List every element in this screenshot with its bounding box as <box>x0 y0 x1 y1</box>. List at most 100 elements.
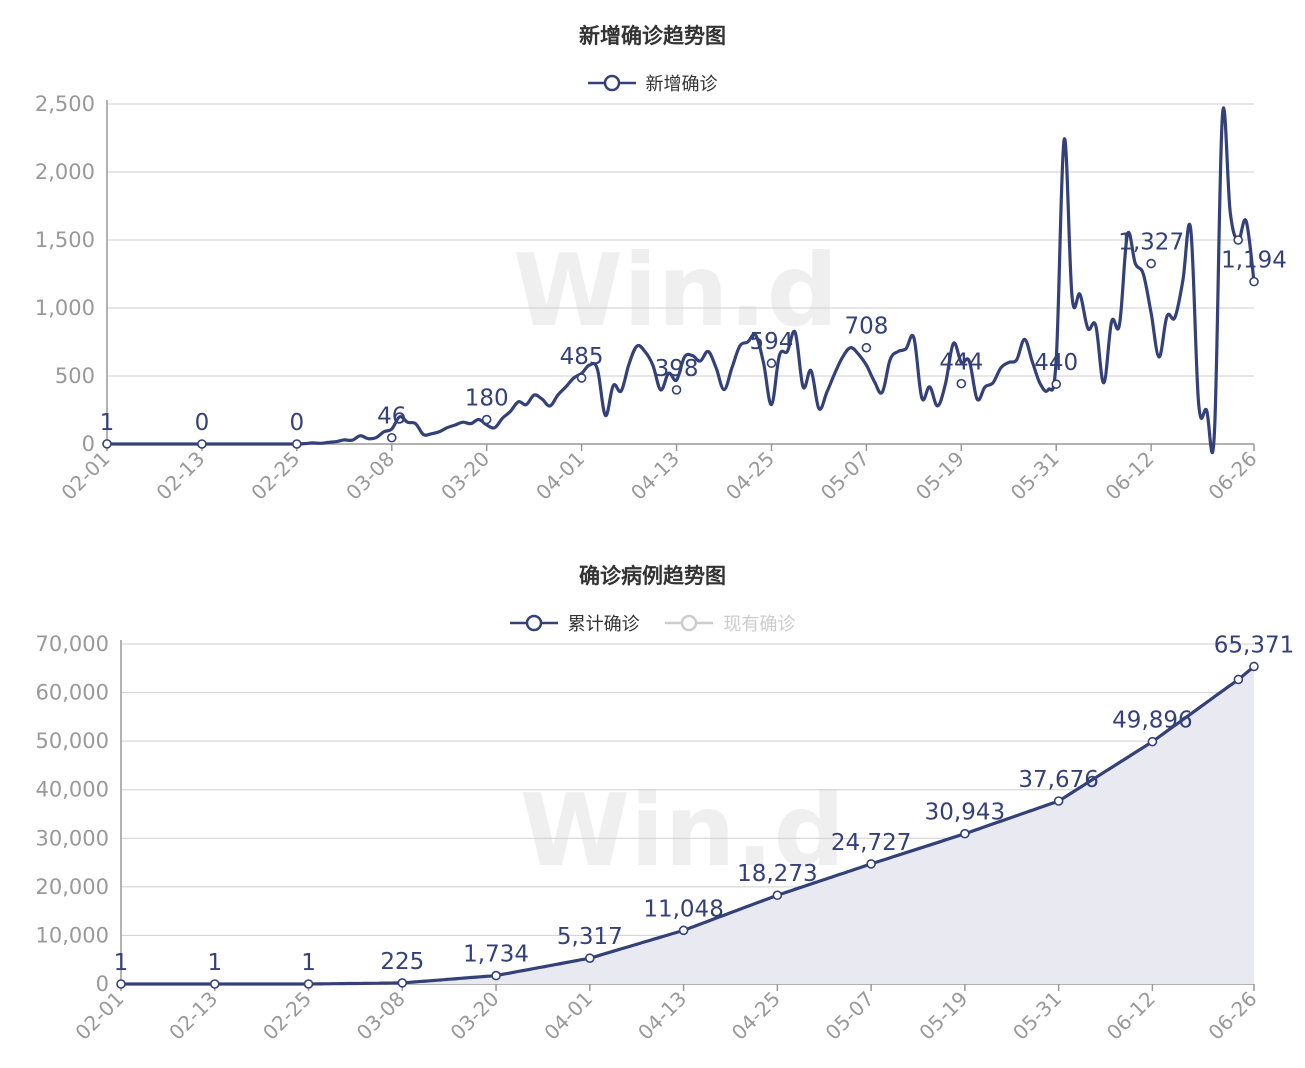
data-point <box>397 978 408 988</box>
y-tick-label: 0 <box>96 972 109 996</box>
data-point <box>678 925 689 936</box>
legend-item-new-cases[interactable]: 新增确诊 <box>587 70 718 96</box>
legend-line-circle-icon <box>509 614 558 632</box>
x-tick-label: 03-08 <box>352 987 410 1045</box>
x-tick-label: 02-25 <box>246 447 304 505</box>
legend-item-cumulative[interactable]: 累计确诊 <box>509 610 640 636</box>
chart-title: 确诊病例趋势图 <box>579 564 726 588</box>
data-label: 18,273 <box>737 861 817 887</box>
y-tick-label: 2,500 <box>35 92 95 116</box>
data-point <box>1233 235 1243 245</box>
watermark: Win.d <box>513 232 838 349</box>
x-tick-label: 04-01 <box>531 447 589 505</box>
data-point <box>1146 258 1156 269</box>
data-label: 0 <box>195 410 210 436</box>
x-tick-label: 04-25 <box>721 447 779 505</box>
data-point <box>772 890 783 901</box>
legend-line-circle-icon <box>587 74 636 92</box>
data-point <box>386 432 397 443</box>
data-label: 49,896 <box>1112 708 1192 734</box>
new-cases-chart: 新增确诊趋势图 新增确诊 Win.d 0 500 1,000 1,500 2,000 2,5… <box>0 24 1305 505</box>
data-point <box>585 953 595 963</box>
data-point <box>576 373 587 383</box>
data-point <box>1147 736 1158 747</box>
data-label: 1 <box>207 950 222 976</box>
data-point <box>303 979 314 989</box>
data-label: 46 <box>377 404 406 430</box>
x-tick-label: 05-31 <box>1008 987 1066 1045</box>
series-area <box>121 666 1254 984</box>
legend-item-current[interactable]: 现有确诊 <box>665 610 795 636</box>
legend-label: 累计确诊 <box>567 614 640 635</box>
data-label: 225 <box>380 949 424 975</box>
data-point <box>766 358 777 369</box>
data-point <box>1249 661 1259 672</box>
data-point <box>209 979 220 989</box>
x-tick-label: 05-19 <box>911 447 969 505</box>
legend-label: 现有确诊 <box>723 614 796 635</box>
plot-area: Win.d 0 10,000 20,000 30,000 40,000 50,000 60,0… <box>36 632 1295 1045</box>
data-label: 398 <box>655 356 699 382</box>
data-point <box>866 859 876 869</box>
legend: 累计确诊 现有确诊 <box>0 610 1305 639</box>
y-tick-label: 0 <box>82 432 95 456</box>
data-label: 30,943 <box>925 800 1005 826</box>
x-tick-label: 04-13 <box>633 987 691 1045</box>
data-point <box>481 414 492 425</box>
x-tick-label: 02-25 <box>258 987 316 1045</box>
x-tick-label: 05-19 <box>914 987 972 1045</box>
data-label: 444 <box>939 350 983 376</box>
y-tick-label: 1,500 <box>35 228 95 252</box>
data-label: 1,327 <box>1118 230 1184 256</box>
legend-label: 新增确诊 <box>645 74 718 95</box>
data-point <box>1051 379 1062 389</box>
data-point <box>861 342 872 353</box>
data-point <box>1249 276 1259 287</box>
x-tick-label: 02-13 <box>151 447 209 505</box>
x-tick-label: 06-26 <box>1203 447 1261 505</box>
y-tick-label: 1,000 <box>35 296 95 320</box>
x-tick-label: 05-07 <box>821 987 879 1045</box>
data-point <box>1053 796 1064 806</box>
data-label: 594 <box>750 329 794 355</box>
x-tick-label: 03-20 <box>446 987 504 1045</box>
legend: 新增确诊 <box>0 70 1305 99</box>
data-label: 37,676 <box>1018 767 1098 793</box>
y-tick-label: 30,000 <box>36 826 109 850</box>
series-line <box>106 106 1256 455</box>
y-tick-label: 2,000 <box>35 160 95 184</box>
data-label: 24,727 <box>831 830 911 856</box>
x-tick-label: 02-13 <box>164 987 222 1045</box>
data-point <box>102 439 112 449</box>
y-tick-label: 20,000 <box>36 875 109 899</box>
y-tick-label: 40,000 <box>36 778 109 802</box>
data-label: 708 <box>844 314 888 340</box>
data-label: 180 <box>465 386 509 412</box>
x-tick-label: 04-01 <box>539 987 597 1045</box>
cumulative-cases-chart: 确诊病例趋势图 累计确诊 现有确诊 Win.d 0 10,000 20,000 30,0… <box>0 540 1305 1068</box>
x-tick-label: 06-12 <box>1102 987 1160 1045</box>
data-label: 1,194 <box>1221 248 1287 274</box>
data-label: 1 <box>301 950 316 976</box>
x-tick-label: 05-31 <box>1006 447 1064 505</box>
data-point <box>960 828 970 839</box>
x-tick-label: 04-13 <box>626 447 684 505</box>
x-tick-label: 06-26 <box>1203 987 1261 1045</box>
y-tick-label: 50,000 <box>36 729 109 753</box>
data-point <box>197 439 207 449</box>
x-tick-label: 05-07 <box>816 447 874 505</box>
y-tick-label: 500 <box>55 364 95 388</box>
x-tick-label: 03-08 <box>341 447 399 505</box>
data-label: 485 <box>560 344 604 370</box>
data-point <box>956 378 967 389</box>
data-label: 5,317 <box>557 924 623 950</box>
data-label: 1,734 <box>463 942 529 968</box>
data-label: 0 <box>290 410 305 436</box>
data-label: 11,048 <box>643 896 723 922</box>
y-tick-label: 10,000 <box>36 923 109 947</box>
data-label: 440 <box>1034 350 1078 376</box>
legend-line-circle-icon <box>665 614 714 632</box>
data-label: 1 <box>100 410 115 436</box>
data-label: 65,371 <box>1214 632 1294 658</box>
